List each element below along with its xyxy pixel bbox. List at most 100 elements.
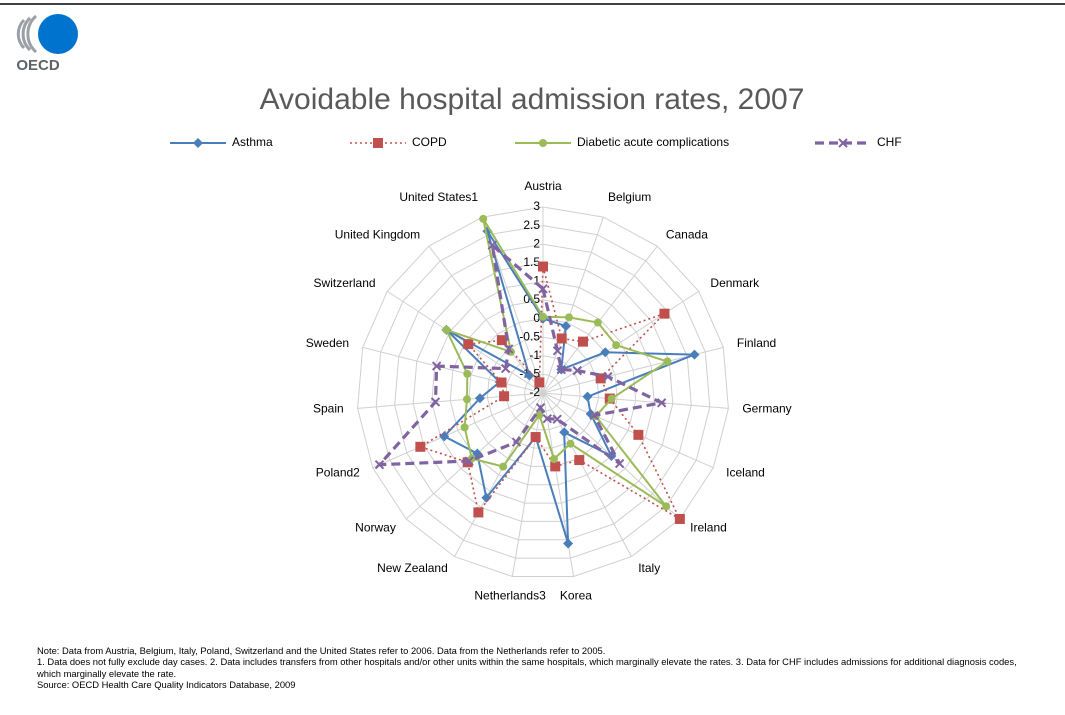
logo-text: OECD (16, 57, 60, 74)
data-point (566, 439, 575, 448)
data-point (500, 363, 511, 374)
data-point (496, 335, 507, 346)
data-point (504, 344, 514, 354)
data-point (473, 507, 484, 518)
category-label: Denmark (710, 276, 760, 290)
legend-marker (838, 138, 848, 148)
axis-tick-label: 3 (533, 199, 540, 213)
data-point (538, 261, 548, 272)
data-point (564, 313, 573, 322)
footnote: 1. Data does not fully exclude day cases… (37, 656, 1017, 679)
data-point (662, 502, 671, 511)
spoke (428, 245, 544, 394)
data-point (431, 361, 442, 371)
axis-tick-label: 2 (533, 236, 540, 250)
spoke (542, 216, 604, 394)
data-point (539, 312, 547, 321)
axis-tick-label: -2 (529, 385, 540, 399)
category-label: Spain (313, 402, 344, 416)
data-point (415, 441, 426, 452)
data-point (556, 333, 567, 344)
category-label: United Kingdom (335, 227, 420, 241)
spoke (542, 290, 699, 394)
data-point (542, 413, 552, 424)
axis-tick-label: -1 (529, 348, 540, 362)
data-point (600, 347, 611, 358)
data-point (430, 397, 441, 407)
data-point (560, 321, 571, 332)
data-point (550, 461, 561, 472)
grid-ring (505, 355, 581, 431)
legend-label: CHF (877, 135, 902, 149)
notes: Note: Data from Austria, Belgium, Italy,… (37, 645, 1037, 691)
data-point (552, 414, 562, 424)
category-label: Norway (355, 521, 396, 535)
data-point (442, 325, 451, 334)
axis-tick-label: 1 (533, 274, 540, 288)
data-point (496, 377, 507, 388)
category-label: Sweden (306, 336, 349, 350)
data-point (463, 395, 472, 404)
category-label: Iceland (726, 466, 765, 480)
category-label: Italy (638, 561, 660, 575)
data-point (607, 394, 616, 403)
axis-tick-label: 0 (533, 311, 540, 325)
data-point (538, 284, 548, 294)
data-point (603, 371, 613, 382)
category-label: Ireland (690, 521, 727, 535)
data-point (589, 410, 599, 421)
data-point (530, 432, 541, 443)
data-point (656, 398, 667, 408)
data-point (534, 377, 545, 388)
series-line (375, 241, 667, 467)
data-point (574, 455, 585, 466)
spoke (372, 392, 544, 469)
spoke (454, 392, 544, 557)
spoke (511, 392, 544, 577)
spoke (542, 392, 729, 409)
data-point (374, 460, 385, 470)
grid-ring (357, 206, 729, 577)
chart-title: Avoidable hospital admission rates, 2007 (260, 83, 805, 116)
data-point (487, 240, 497, 250)
data-point (614, 458, 625, 469)
category-label: Belgium (608, 190, 651, 204)
grid-ring (431, 280, 655, 504)
data-point (463, 339, 474, 350)
logo: OECD (16, 14, 78, 74)
data-point (460, 423, 469, 432)
grid-ring (486, 336, 600, 449)
category-label: Finland (737, 336, 776, 350)
category-label: Poland2 (316, 466, 360, 480)
legend-marker (193, 138, 203, 148)
series-line (444, 218, 670, 508)
data-point (474, 393, 485, 404)
data-point (582, 391, 593, 402)
data-point (535, 402, 546, 413)
data-point (559, 427, 570, 438)
spoke (542, 392, 714, 469)
category-label: Austria (524, 179, 562, 193)
series-line (418, 266, 682, 522)
legend-label: Diabetic acute complications (577, 135, 729, 149)
data-point (439, 431, 450, 442)
legend-marker (373, 138, 383, 148)
grid-ring (394, 243, 692, 541)
category-label: Netherlands3 (474, 588, 546, 602)
data-point (463, 369, 472, 378)
data-point (556, 364, 566, 375)
data-point (481, 492, 492, 503)
axis-tick-label: 2.5 (523, 218, 540, 232)
data-point (572, 365, 582, 376)
data-point (552, 346, 563, 356)
data-point (464, 456, 474, 466)
axis-tick-label: 1.5 (523, 255, 540, 269)
legend-marker (539, 139, 547, 147)
data-point (479, 214, 488, 223)
spoke (357, 392, 544, 409)
data-point (659, 308, 670, 319)
data-point (633, 429, 644, 440)
grid-ring (468, 318, 618, 467)
category-label: Korea (560, 588, 592, 602)
